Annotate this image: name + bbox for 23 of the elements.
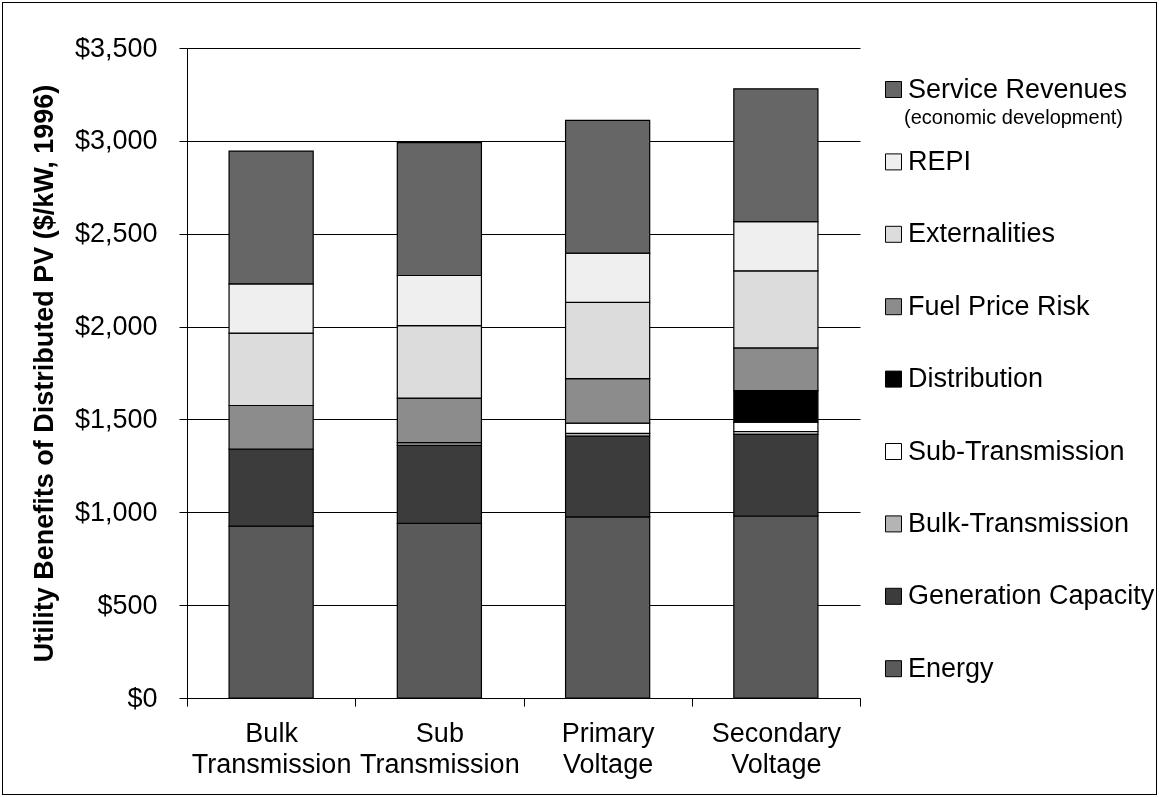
legend-label: Externalities: [908, 218, 1056, 249]
y-tick-label: $3,000: [74, 125, 158, 156]
legend-label: Energy: [908, 652, 995, 683]
y-tick-label: $0: [127, 682, 158, 713]
x-tick-label: Bulk Transmission: [191, 717, 352, 779]
legend-label: Distribution: [908, 363, 1044, 394]
y-axis-title: Utility Benefits of Distributed PV ($/kW, 1996): [28, 84, 59, 663]
y-tick-label: $2,500: [74, 218, 158, 249]
x-tick-label: Sub Transmission: [360, 717, 520, 779]
y-tick-label: $1,000: [74, 496, 158, 527]
legend-label: Generation Capacity: [908, 580, 1155, 611]
text: (economic development): [904, 106, 1123, 128]
x-tick-label: Secondary Voltage: [711, 717, 842, 779]
y-tick-label: $2,000: [74, 311, 158, 342]
legend-label: Fuel Price Risk: [908, 290, 1091, 321]
x-tick-label: Primary Voltage: [561, 717, 656, 779]
legend-label: REPI: [908, 145, 972, 176]
legend-label: Sub-Transmission: [908, 435, 1125, 466]
y-tick-label: $3,500: [74, 32, 158, 63]
y-tick-label: $1,500: [74, 403, 158, 434]
y-tick-label: $500: [97, 589, 158, 620]
legend-label: Service Revenues: [908, 73, 1128, 104]
legend-label: Bulk-Transmission: [908, 507, 1130, 538]
